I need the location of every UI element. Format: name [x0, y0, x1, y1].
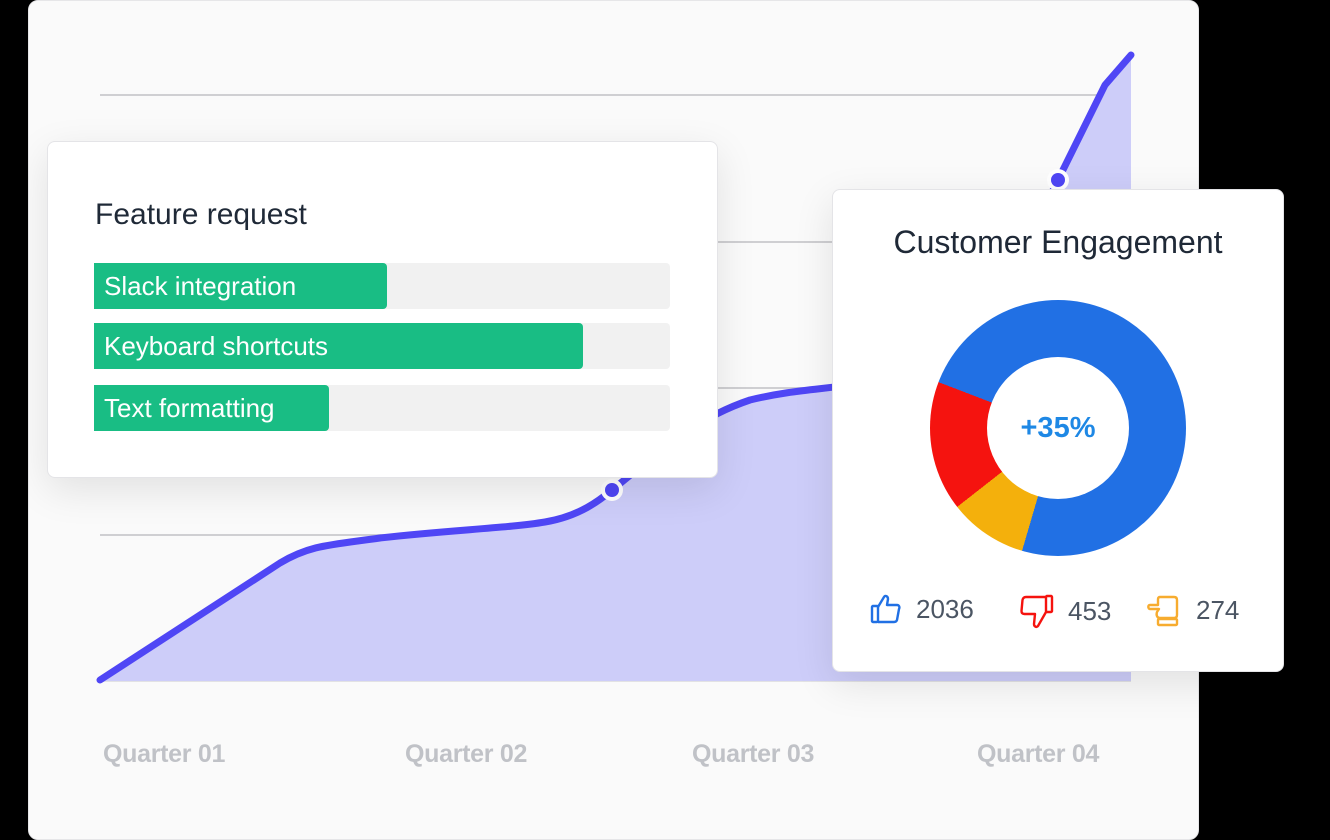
neutral-count: 274: [1196, 594, 1240, 625]
customer-engagement-card: Customer Engagement +35% 2036 453: [832, 189, 1284, 672]
feature-request-card: Feature request Slack integration Keyboa…: [47, 141, 718, 478]
stat-likes: 2036: [870, 593, 974, 625]
x-axis-label-q4: Quarter 04: [977, 740, 1100, 768]
feature-bar-keyboard[interactable]: Keyboard shortcuts: [94, 323, 670, 369]
stat-dislikes: 453: [1020, 593, 1111, 629]
bar-fill: Keyboard shortcuts: [94, 323, 583, 369]
bar-label: Keyboard shortcuts: [104, 331, 329, 361]
x-axis-label-q3: Quarter 03: [692, 740, 815, 768]
bar-label: Slack integration: [104, 271, 297, 301]
stat-neutral: 274: [1146, 593, 1239, 627]
engagement-card-title: Customer Engagement: [893, 224, 1223, 260]
x-axis-label-q1: Quarter 01: [103, 740, 226, 768]
bar-label: Text formatting: [104, 393, 275, 423]
neutral-hand-icon: [1146, 593, 1182, 627]
feature-bar-slack[interactable]: Slack integration: [94, 263, 670, 309]
bar-fill: Slack integration: [94, 263, 387, 309]
likes-count: 2036: [916, 593, 974, 624]
feature-bar-text-formatting[interactable]: Text formatting: [94, 385, 670, 431]
donut-center-label: +35%: [1020, 411, 1096, 444]
data-marker[interactable]: [1047, 169, 1069, 191]
x-axis-label-q2: Quarter 02: [405, 740, 528, 768]
bar-fill: Text formatting: [94, 385, 329, 431]
feature-card-title: Feature request: [95, 198, 307, 231]
thumbs-up-icon: [870, 593, 902, 625]
donut-center: +35%: [987, 357, 1129, 499]
engagement-donut-chart[interactable]: +35%: [930, 300, 1186, 556]
dislikes-count: 453: [1068, 595, 1112, 626]
thumbs-down-icon: [1020, 593, 1054, 629]
data-marker[interactable]: [601, 479, 623, 501]
